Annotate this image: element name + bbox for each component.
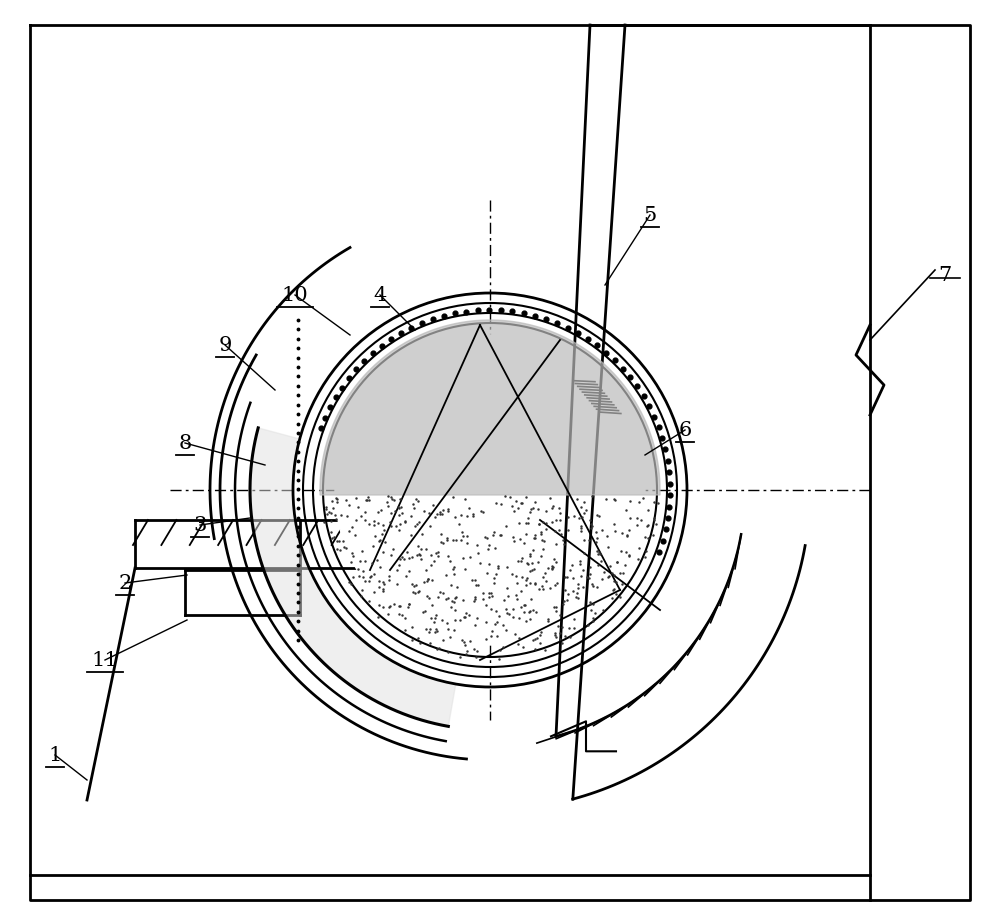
Point	[383, 332, 399, 347]
Point	[589, 338, 605, 353]
Point	[313, 421, 329, 436]
Point	[607, 353, 623, 367]
Point	[458, 304, 474, 319]
Point	[403, 321, 419, 335]
Point	[654, 431, 670, 446]
Point	[493, 303, 509, 318]
Point	[425, 312, 441, 327]
Point	[436, 309, 452, 323]
Polygon shape	[250, 428, 456, 727]
Point	[560, 321, 576, 335]
Point	[615, 361, 631, 376]
Point	[646, 409, 662, 424]
Point	[580, 332, 596, 346]
Point	[470, 303, 486, 318]
Point	[598, 345, 614, 360]
Point	[660, 511, 676, 526]
Point	[651, 420, 667, 435]
Point	[570, 325, 586, 340]
Point	[549, 316, 565, 331]
Text: 10: 10	[282, 286, 308, 305]
Text: 8: 8	[178, 434, 192, 452]
Point	[447, 306, 463, 321]
Point	[356, 354, 372, 368]
Point	[328, 390, 344, 404]
Point	[641, 399, 657, 414]
Point	[660, 453, 676, 468]
Point	[341, 371, 357, 386]
Point	[374, 339, 390, 354]
Point	[622, 370, 638, 385]
Text: 1: 1	[48, 745, 62, 764]
Text: 5: 5	[643, 205, 657, 225]
Point	[504, 304, 520, 319]
Point	[481, 303, 497, 318]
Point	[661, 465, 677, 480]
Point	[658, 522, 674, 537]
Point	[661, 499, 677, 514]
Text: 9: 9	[218, 335, 232, 355]
Point	[365, 346, 381, 361]
Point	[322, 400, 338, 414]
Circle shape	[335, 335, 645, 645]
Point	[527, 309, 543, 323]
Text: 11: 11	[92, 650, 118, 670]
Polygon shape	[320, 320, 660, 495]
Point	[662, 476, 678, 491]
Text: 2: 2	[118, 574, 132, 592]
Point	[317, 411, 333, 426]
Text: 4: 4	[373, 286, 387, 305]
Point	[636, 389, 652, 403]
Point	[662, 488, 678, 503]
Point	[334, 380, 350, 395]
Point	[348, 362, 364, 377]
Text: 6: 6	[678, 421, 692, 439]
Point	[538, 311, 554, 326]
Point	[393, 326, 409, 341]
Point	[657, 442, 673, 457]
Point	[651, 544, 667, 559]
Point	[629, 379, 645, 394]
Point	[414, 316, 430, 331]
Text: 7: 7	[938, 265, 952, 285]
Text: 3: 3	[193, 516, 207, 534]
Point	[516, 306, 532, 321]
Point	[655, 533, 671, 548]
